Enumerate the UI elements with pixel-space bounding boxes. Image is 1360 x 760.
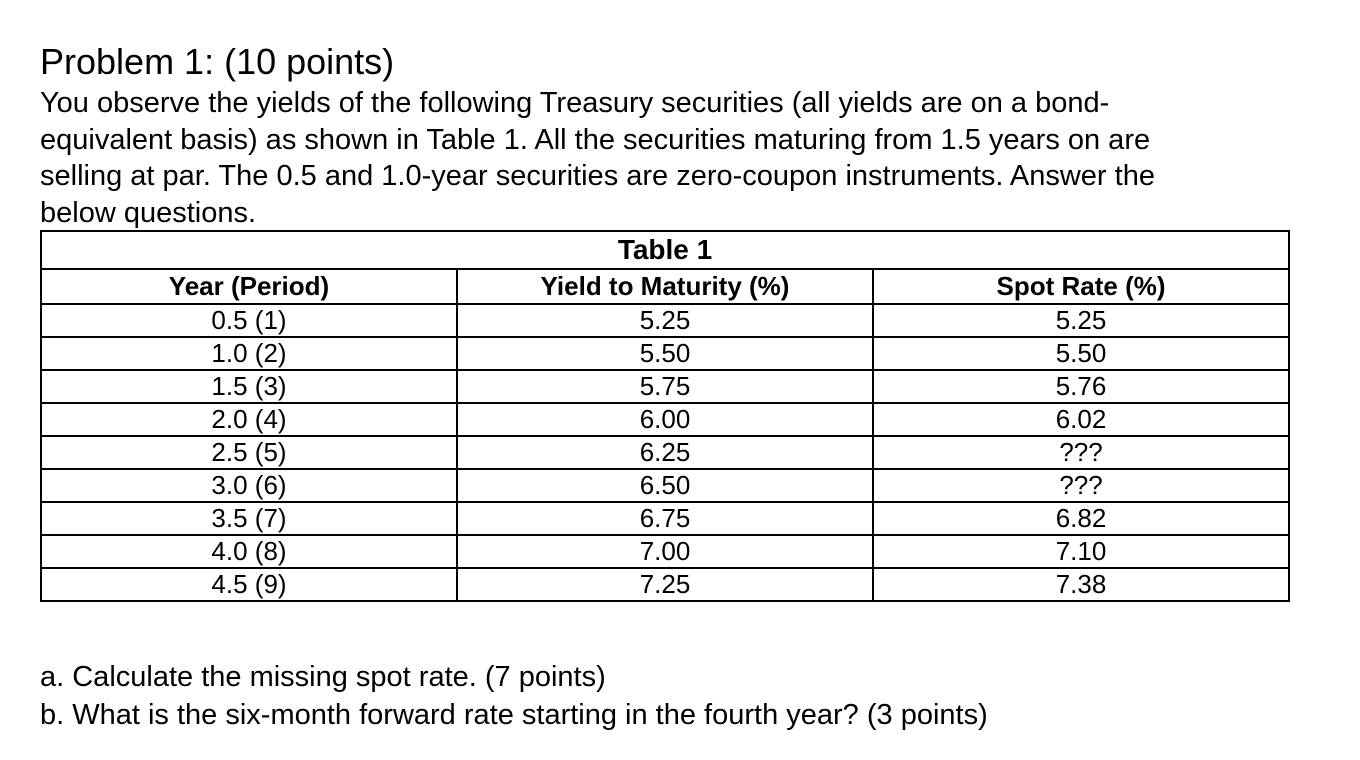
spot-rate-cell: ??? (871, 435, 1291, 470)
problem-line: below questions. (40, 196, 257, 229)
ytm-cell: 7.00 (456, 534, 874, 569)
problem-statement: You observe the yields of the following … (40, 85, 1290, 231)
year-cell: 1.5 (3) (40, 369, 458, 404)
year-cell: 0.5 (1) (40, 303, 458, 338)
year-cell: 4.0 (8) (40, 534, 458, 569)
spot-rate-cell: 7.38 (871, 567, 1291, 602)
year-cell: 3.0 (6) (40, 468, 458, 503)
table-row: 3.5 (7) 6.75 6.82 (40, 501, 1291, 536)
year-cell: 3.5 (7) (40, 501, 458, 536)
yield-table: Table 1 Year (Period) Yield to Maturity … (39, 230, 1291, 602)
ytm-cell: 6.75 (456, 501, 874, 536)
year-cell: 4.5 (9) (40, 567, 458, 602)
table-row: 2.5 (5) 6.25 ??? (40, 435, 1291, 470)
table-row: 4.5 (9) 7.25 7.38 (40, 567, 1291, 602)
year-cell: 2.0 (4) (40, 402, 458, 437)
questions: a. Calculate the missing spot rate. (7 p… (40, 658, 988, 734)
problem-title: Problem 1: (10 points) (40, 41, 395, 82)
question-a: a. Calculate the missing spot rate. (7 p… (40, 661, 606, 693)
spot-rate-cell: 7.10 (871, 534, 1291, 569)
table-row: 1.5 (3) 5.75 5.76 (40, 369, 1291, 404)
table-row: 4.0 (8) 7.00 7.10 (40, 534, 1291, 569)
table-row: 0.5 (1) 5.25 5.25 (40, 303, 1291, 338)
question-b: b. What is the six-month forward rate st… (40, 699, 988, 731)
column-header: Spot Rate (%) (871, 268, 1291, 305)
ytm-cell: 6.25 (456, 435, 874, 470)
year-cell: 1.0 (2) (40, 336, 458, 371)
table-caption: Table 1 (39, 230, 1291, 270)
problem-line: You observe the yields of the following … (40, 87, 1110, 119)
problem-line: equivalent basis) as shown in Table 1. A… (40, 123, 1151, 156)
column-header: Yield to Maturity (%) (456, 268, 874, 305)
table-row: 2.0 (4) 6.00 6.02 (40, 402, 1291, 437)
spot-rate-cell: 6.82 (871, 501, 1291, 536)
problem-line: selling at par. The 0.5 and 1.0-year sec… (40, 160, 1155, 192)
table-header-row: Year (Period) Yield to Maturity (%) Spot… (40, 268, 1291, 305)
ytm-cell: 5.25 (456, 303, 874, 338)
spot-rate-cell: ??? (871, 468, 1291, 503)
spot-rate-cell: 5.25 (871, 303, 1291, 338)
table-row: 1.0 (2) 5.50 5.50 (40, 336, 1291, 371)
spot-rate-cell: 5.76 (871, 369, 1291, 404)
ytm-cell: 7.25 (456, 567, 874, 602)
table-row: 3.0 (6) 6.50 ??? (40, 468, 1291, 503)
table-caption-row: Table 1 (39, 230, 1291, 270)
ytm-cell: 5.75 (456, 369, 874, 404)
spot-rate-cell: 6.02 (871, 402, 1291, 437)
spot-rate-cell: 5.50 (871, 336, 1291, 371)
ytm-cell: 5.50 (456, 336, 874, 371)
ytm-cell: 6.00 (456, 402, 874, 437)
column-header: Year (Period) (40, 268, 458, 305)
ytm-cell: 6.50 (456, 468, 874, 503)
year-cell: 2.5 (5) (40, 435, 458, 470)
